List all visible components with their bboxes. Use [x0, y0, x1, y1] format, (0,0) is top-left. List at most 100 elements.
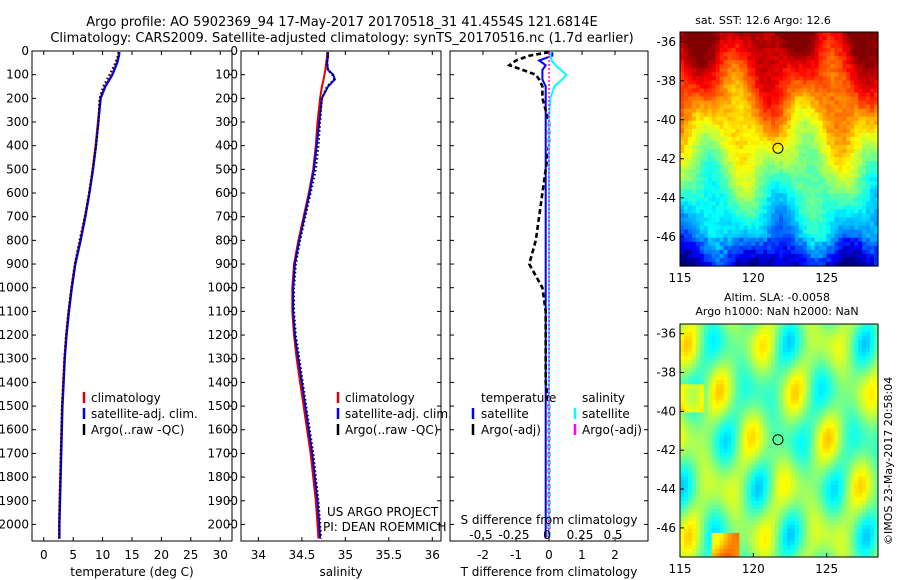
- heatmap-cell: [707, 116, 713, 122]
- difference-xlabel-salinity: S difference from climatology: [461, 513, 638, 527]
- heatmap-cell: [862, 36, 867, 41]
- heatmap-cell: [842, 436, 847, 442]
- heatmap-cell: [731, 96, 737, 102]
- heatmap-cell: [826, 92, 832, 98]
- heatmap-cell: [842, 181, 847, 186]
- heatmap-cell: [830, 161, 836, 166]
- heatmap-cell: [826, 189, 832, 194]
- heatmap-cell: [874, 136, 879, 142]
- y-tick-label: 1400: [0, 375, 29, 389]
- heatmap-cell: [747, 84, 752, 90]
- heatmap-cell: [747, 424, 752, 430]
- heatmap-cell: [680, 436, 685, 442]
- heatmap-cell: [838, 340, 843, 345]
- heatmap-cell: [683, 40, 689, 45]
- heatmap-cell: [846, 140, 851, 146]
- heatmap-cell: [735, 241, 740, 247]
- heatmap-cell: [683, 229, 689, 235]
- heatmap-cell: [782, 140, 788, 146]
- heatmap-cell: [850, 404, 855, 409]
- heatmap-cell: [874, 189, 879, 194]
- heatmap-cell: [707, 128, 713, 134]
- heatmap-cell: [707, 72, 713, 77]
- heatmap-cell: [747, 104, 752, 110]
- heatmap-cell: [735, 376, 740, 381]
- heatmap-cell: [707, 153, 713, 158]
- heatmap-cell: [834, 56, 839, 61]
- heatmap-cell: [755, 144, 760, 150]
- heatmap-cell: [874, 100, 879, 106]
- heatmap-cell: [818, 436, 824, 442]
- heatmap-cell: [759, 72, 764, 77]
- heatmap-cell: [767, 60, 772, 65]
- heatmap-cell: [775, 205, 780, 211]
- heatmap-cell: [866, 392, 871, 397]
- heatmap-cell: [834, 456, 839, 462]
- heatmap-cell: [707, 432, 713, 438]
- heatmap-cell: [786, 173, 792, 178]
- heatmap-cell: [858, 165, 863, 170]
- heatmap-cell: [767, 221, 772, 227]
- heatmap-cell: [711, 48, 717, 53]
- heatmap-cell: [814, 460, 820, 466]
- heatmap-cell: [862, 140, 867, 146]
- heatmap-cell: [680, 456, 685, 462]
- heatmap-cell: [798, 261, 804, 267]
- heatmap-cell: [735, 132, 740, 138]
- heatmap-cell: [735, 48, 740, 53]
- heatmap-cell: [818, 400, 824, 405]
- heatmap-cell: [775, 197, 780, 203]
- heatmap-cell: [838, 132, 843, 138]
- heatmap-cell: [735, 456, 740, 462]
- heatmap-cell: [822, 197, 828, 203]
- heatmap-cell: [830, 132, 836, 138]
- heatmap-cell: [719, 96, 725, 102]
- heatmap-cell: [782, 436, 788, 442]
- heatmap-cell: [707, 48, 713, 53]
- heatmap-cell: [779, 72, 784, 77]
- heatmap-cell: [798, 169, 804, 174]
- heatmap-cell: [775, 124, 780, 130]
- heatmap-cell: [715, 92, 721, 98]
- heatmap-cell: [802, 72, 808, 77]
- heatmap-cell: [822, 157, 828, 162]
- heatmap-cell: [782, 169, 788, 174]
- heatmap-cell: [858, 60, 863, 65]
- heatmap-cell: [838, 124, 843, 130]
- heatmap-cell: [846, 201, 851, 207]
- heatmap-cell: [806, 456, 812, 462]
- heatmap-cell: [834, 116, 839, 122]
- heatmap-cell: [858, 44, 863, 49]
- heatmap-cell: [699, 169, 705, 174]
- heatmap-cell: [838, 348, 843, 353]
- heatmap-cell: [719, 189, 725, 194]
- heatmap-cell: [751, 460, 756, 466]
- heatmap-cell: [715, 157, 721, 162]
- heatmap-cell: [862, 229, 867, 235]
- heatmap-cell: [806, 153, 812, 158]
- heatmap-cell: [703, 112, 709, 118]
- heatmap-cell: [830, 92, 836, 98]
- heatmap-cell: [687, 332, 693, 337]
- heatmap-cell: [814, 229, 820, 235]
- heatmap-cell: [830, 193, 836, 199]
- heatmap-cell: [818, 48, 824, 53]
- heatmap-cell: [779, 464, 784, 470]
- heatmap-cell: [759, 201, 764, 207]
- heatmap-cell: [846, 193, 851, 199]
- heatmap-cell: [842, 136, 847, 142]
- heatmap-cell: [874, 56, 879, 61]
- heatmap-cell: [755, 40, 760, 45]
- heatmap-cell: [826, 96, 832, 102]
- heatmap-cell: [680, 368, 685, 373]
- heatmap-cell: [858, 253, 863, 259]
- heatmap-cell: [759, 84, 764, 90]
- heatmap-cell: [779, 201, 784, 207]
- heatmap-cell: [838, 328, 843, 333]
- heatmap-cell: [680, 144, 685, 150]
- heatmap-cell: [810, 380, 816, 385]
- heatmap-cell: [806, 52, 812, 57]
- heatmap-cell: [751, 249, 756, 255]
- heatmap-cell: [830, 444, 836, 450]
- heatmap-cell: [759, 213, 764, 219]
